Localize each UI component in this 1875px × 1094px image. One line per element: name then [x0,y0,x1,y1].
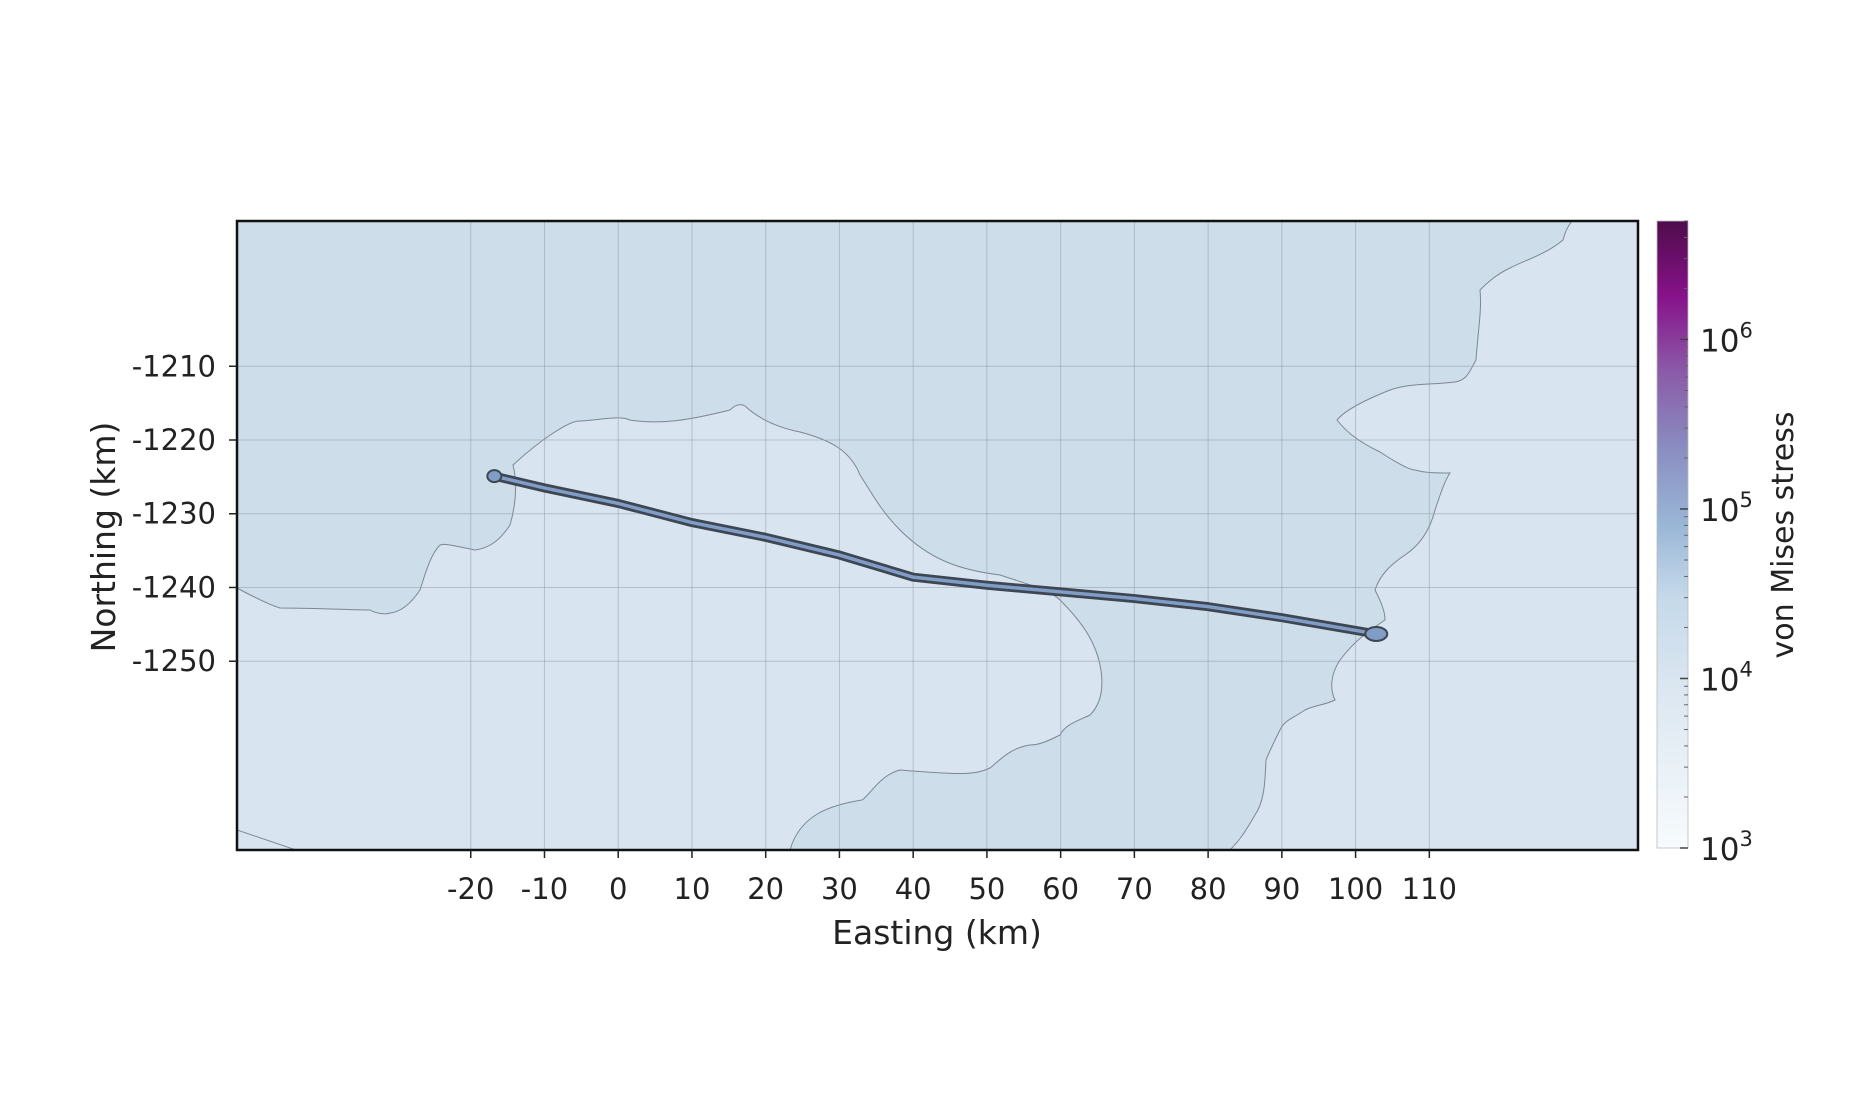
x-tick-label: 0 [609,872,627,906]
y-tick-label: -1240 [132,570,216,604]
colorbar-tick-label: 103 [1700,827,1753,868]
y-tick-label: -1250 [132,644,216,678]
colorbar-tick-label: 106 [1700,318,1753,359]
y-tick-label: -1210 [132,349,216,383]
x-tick-label: 50 [968,872,1005,906]
x-tick-label: 110 [1402,872,1457,906]
y-tick-label: -1220 [132,423,216,457]
x-tick-label: 100 [1328,872,1383,906]
x-axis-ticks: -20 -10 0 10 20 30 40 50 60 70 80 90 100 110 [447,850,1457,906]
ice-region-right [1229,221,1638,850]
colorbar-gradient [1656,220,1689,849]
x-tick-label: 30 [821,872,858,906]
y-tick-label: -1230 [132,497,216,531]
track-line [492,474,1378,636]
x-axis-label: Easting (km) [832,913,1042,952]
y-axis-ticks: -1210 -1220 -1230 -1240 -1250 [132,349,237,678]
track-end [1364,625,1389,642]
x-tick-label: 70 [1116,872,1153,906]
colorbar-tick-label: 104 [1700,657,1753,698]
map-frame [235,219,1640,852]
x-tick-label: 20 [747,872,784,906]
x-tick-label: 60 [1042,872,1079,906]
x-tick-label: -10 [521,872,568,906]
x-tick-label: 10 [674,872,711,906]
track-start [486,469,503,484]
x-tick-label: 80 [1190,872,1227,906]
colorbar-label: von Mises stress [1766,412,1801,659]
ice-region-center [237,404,1103,850]
colorbar-ticks: 103 104 105 106 [1680,220,1753,868]
y-axis-label: Northing (km) [84,422,123,653]
map-plot-area [235,219,1640,852]
ice-region-corner [237,829,297,850]
x-tick-label: 90 [1263,872,1300,906]
colorbar: 103 104 105 106 von Mises stress [1656,220,1801,868]
colorbar-tick-label: 105 [1700,488,1753,529]
x-tick-label: -20 [447,872,494,906]
ice-track [486,469,1389,642]
x-tick-label: 40 [895,872,932,906]
